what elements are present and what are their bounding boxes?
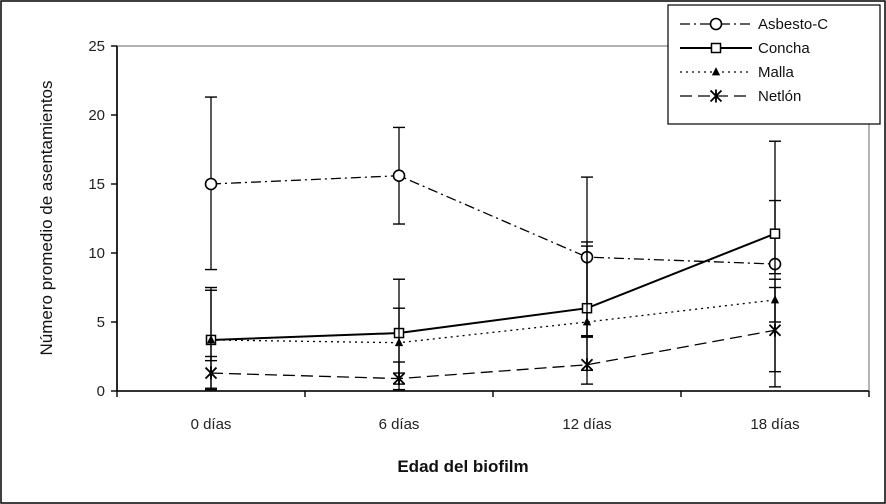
legend-marker [710,42,722,54]
legend-box [667,4,881,125]
series-Netlón [204,286,782,391]
y-tick-label: 5 [97,314,105,331]
legend-item: Netlón [680,88,801,105]
legend-label: Netlón [758,88,801,105]
legend-marker [711,67,721,76]
series-Malla [205,241,781,374]
y-tick-label: 20 [88,107,105,124]
series-line [210,329,776,380]
legend-item: Malla [680,64,795,81]
data-point [204,366,218,380]
data-point [392,372,406,386]
legend-item: Concha [680,40,810,57]
legend-item: Asbesto-C [680,16,828,33]
x-tick-label: 18 días [750,416,799,433]
data-point [769,228,781,239]
data-point [768,323,782,337]
x-tick-label: 12 días [562,416,611,433]
x-axis-title: Edad del biofilm [397,457,528,476]
data-point [206,335,216,344]
axes-layer: 0 5 10 15 20 25 0 días 6 días 12 días 18 días [88,38,870,433]
legend-marker [709,17,723,31]
legend: Asbesto-C Concha Malla Netlón [667,4,881,125]
x-tick-label: 0 días [191,416,232,433]
y-tick-label: 10 [88,245,105,262]
series-line [210,299,776,344]
legend-marker [709,89,723,103]
data-point [394,337,404,347]
legend-label: Asbesto-C [758,16,828,33]
series-line [210,175,776,265]
data-point [204,177,218,191]
y-tick-label: 15 [88,176,105,193]
x-tick-label: 6 días [379,416,420,433]
data-point [392,169,406,183]
data-point [582,317,592,326]
legend-label: Malla [758,64,795,81]
y-axis-title: Número promedio de asentamientos [37,81,56,356]
y-tick-label: 0 [97,383,105,400]
legend-label: Concha [758,40,810,57]
series-line [210,232,776,341]
y-tick-label: 25 [88,38,105,55]
data-point [580,358,594,372]
series-layer [204,96,782,391]
